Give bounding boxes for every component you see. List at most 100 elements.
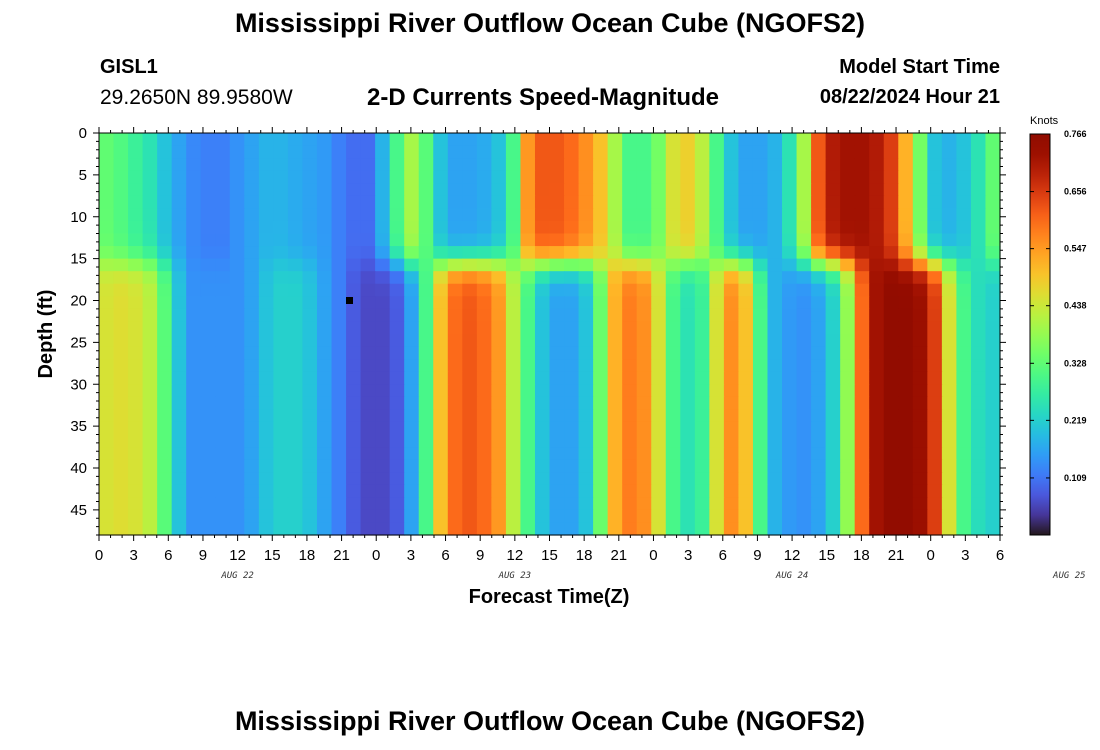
heatmap-cell [564,195,580,209]
heatmap-cell [956,409,972,423]
heatmap-cell [287,346,304,360]
heatmap-cell [811,384,827,398]
heatmap-cell [258,522,274,536]
heatmap-cell [898,472,914,486]
heatmap-cell [316,459,333,473]
heatmap-cell [622,396,638,410]
heatmap-cell [811,296,827,310]
heatmap-cell [985,283,1001,297]
heatmap-cell [549,283,565,297]
heatmap-cell [665,509,681,524]
heatmap-cell [113,183,129,197]
heatmap-cell [941,258,957,272]
heatmap-cell [186,170,202,184]
heatmap-cell [622,158,638,172]
heatmap-cell [273,472,289,486]
heatmap-cell [302,220,318,235]
heatmap-cell [505,484,522,498]
heatmap-cell [99,133,115,147]
heatmap-cell [171,283,187,297]
heatmap-cell [709,258,725,272]
heatmap-cell [665,283,681,297]
heatmap-cell [782,271,798,285]
heatmap-cell [316,384,333,398]
heatmap-cell [404,158,420,172]
heatmap-cell [796,472,812,486]
heatmap-cell [883,208,899,222]
heatmap-cell [491,296,507,310]
heatmap-cell [941,484,957,498]
heatmap-cell [476,472,492,486]
heatmap-cell [142,321,158,335]
heatmap-cell [418,371,434,385]
heatmap-cell [898,509,914,524]
heatmap-cell [869,158,885,172]
heatmap-cell [665,459,681,473]
heatmap-cell [258,409,274,423]
heatmap-cell [651,359,667,373]
heatmap-cell [491,472,507,486]
heatmap-cell [840,133,856,147]
heatmap-cell [273,447,289,461]
heatmap-cell [287,522,304,536]
heatmap-cell [564,145,580,159]
heatmap-cell [665,208,681,222]
heatmap-cell [331,459,347,473]
heatmap-cell [694,509,710,524]
heatmap-cell [244,208,260,222]
heatmap-cell [215,459,231,473]
heatmap-cell [651,133,667,147]
heatmap-cell [505,371,522,385]
heatmap-cell [200,447,216,461]
heatmap-cell [215,371,231,385]
heatmap-cell [215,283,231,297]
heatmap-cell [258,321,274,335]
heatmap-cell [215,396,231,410]
heatmap-cell [418,283,434,297]
heatmap-cell [273,133,289,147]
heatmap-cell [316,246,333,260]
heatmap-cell [331,133,347,147]
heatmap-cell [375,233,391,247]
heatmap-cell [360,321,376,335]
heatmap-cell [694,484,710,498]
heatmap-cell [520,409,536,423]
heatmap-cell [520,472,536,486]
heatmap-cell [985,497,1001,511]
heatmap-cell [912,170,928,184]
heatmap-cell [375,472,391,486]
heatmap-cell [985,246,1001,260]
heatmap-cell [418,334,434,348]
heatmap-cell [549,434,565,448]
heatmap-cell [941,283,957,297]
heatmap-cell [752,409,769,423]
heatmap-cell [651,195,667,209]
heatmap-cell [418,246,434,260]
heatmap-cell [462,346,478,360]
heatmap-cell [258,346,274,360]
heatmap-cell [215,145,231,159]
heatmap-cell [709,396,725,410]
heatmap-cell [244,359,260,373]
heatmap-cell [840,208,856,222]
heatmap-cell [186,359,202,373]
heatmap-cell [723,183,740,197]
heatmap-cell [825,158,841,172]
heatmap-cell [651,246,667,260]
heatmap-cell [302,421,318,436]
heatmap-cell [549,509,565,524]
heatmap-cell [244,258,260,272]
heatmap-cell [636,472,652,486]
heatmap-cell [287,158,304,172]
heatmap-cell [491,170,507,184]
heatmap-cell [782,484,798,498]
heatmap-cell [520,246,536,260]
heatmap-cell [302,509,318,524]
heatmap-cell [99,396,115,410]
heatmap-cell [505,346,522,360]
x-axis: 0 3 6 9 12 15 18 21 0 3 6 9 12 15 18 21 0 3 6 9 12 15 18 21 0 3 6A… [95,127,1086,581]
heatmap-cell [985,359,1001,373]
heatmap-cell [811,195,827,209]
heatmap-cell [331,384,347,398]
heatmap-cell [447,296,463,310]
